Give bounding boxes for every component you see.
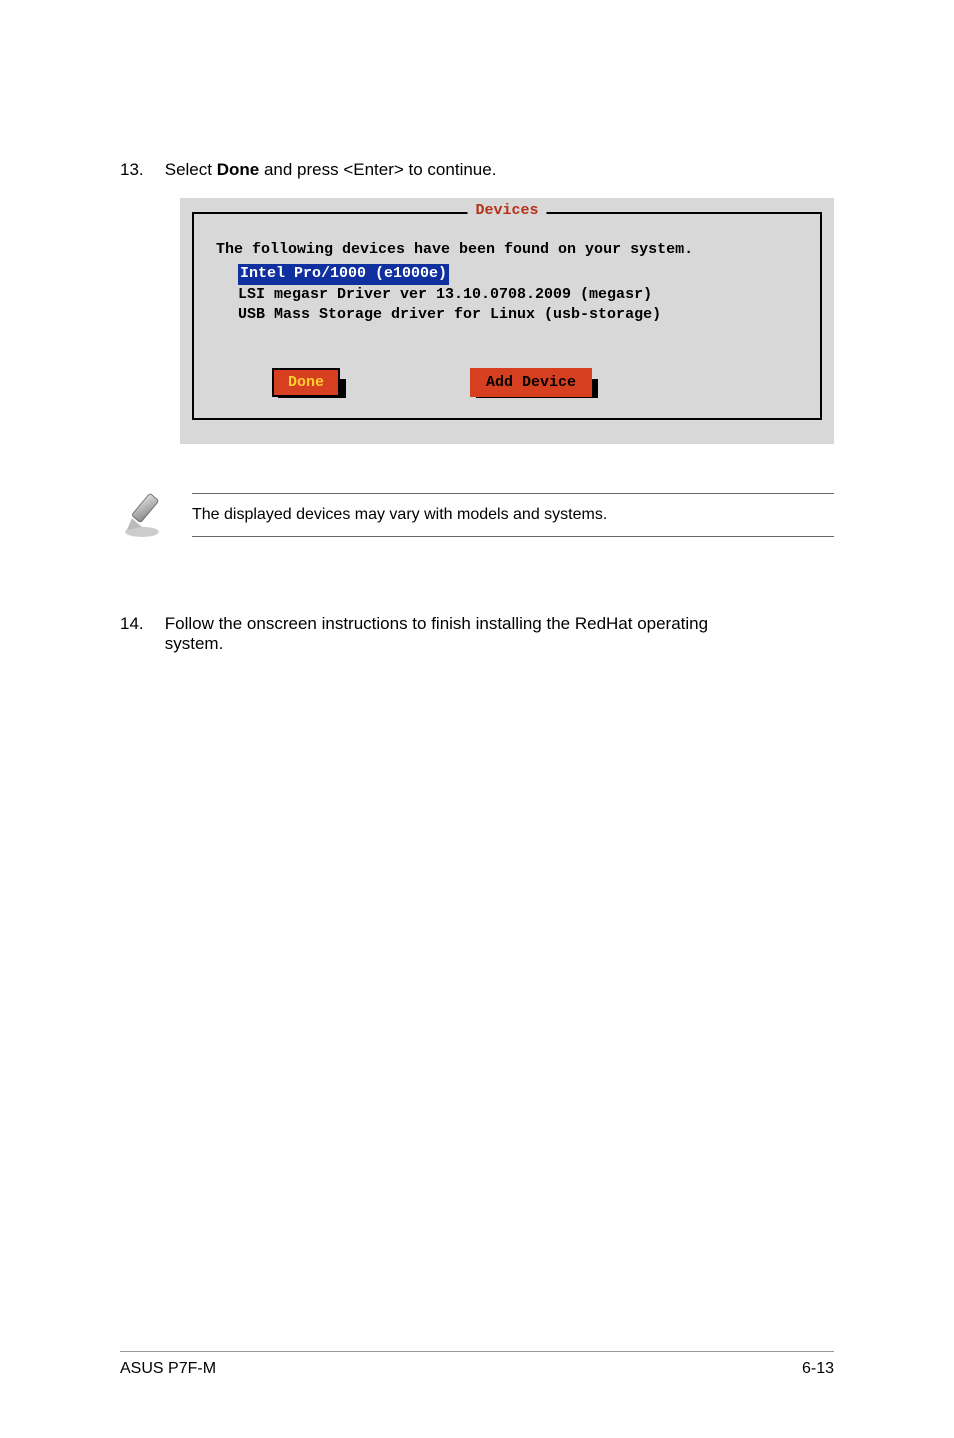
note-text-wrap: The displayed devices may vary with mode… [192, 493, 834, 537]
footer-right: 6-13 [802, 1360, 834, 1378]
pencil-icon [120, 488, 174, 542]
device-row-selected[interactable]: Intel Pro/1000 (e1000e) [238, 264, 449, 284]
devices-frame: Devices The following devices have been … [192, 212, 822, 420]
step-13: 13. Select Done and press <Enter> to con… [120, 160, 834, 180]
step-14-line1: Follow the onscreen instructions to fini… [165, 614, 708, 633]
devices-dialog-wrapper: Devices The following devices have been … [180, 198, 834, 444]
note-callout: The displayed devices may vary with mode… [120, 488, 834, 542]
devices-list: Intel Pro/1000 (e1000e) LSI megasr Drive… [238, 264, 798, 325]
devices-intro: The following devices have been found on… [216, 240, 798, 260]
step-14-line2: system. [165, 634, 224, 653]
step-14: 14. Follow the onscreen instructions to … [120, 614, 834, 654]
step-14-spacer [120, 634, 160, 654]
devices-frame-title: Devices [467, 202, 546, 219]
note-text: The displayed devices may vary with mode… [192, 494, 834, 536]
step-14-number: 14. [120, 614, 160, 634]
done-button[interactable]: Done [272, 373, 340, 392]
step-13-pre: Select [165, 160, 217, 179]
done-button-label: Done [272, 368, 340, 397]
step-13-bold: Done [217, 160, 260, 179]
dialog-button-row: Done Add Device [272, 373, 798, 392]
step-13-number: 13. [120, 160, 160, 180]
note-rule-bottom [192, 536, 834, 537]
add-device-button[interactable]: Add Device [470, 373, 592, 392]
footer-left: ASUS P7F-M [120, 1360, 216, 1378]
add-device-button-label: Add Device [470, 368, 592, 397]
device-row-3[interactable]: USB Mass Storage driver for Linux (usb-s… [238, 306, 661, 323]
device-row-2[interactable]: LSI megasr Driver ver 13.10.0708.2009 (m… [238, 286, 652, 303]
step-13-post: and press <Enter> to continue. [259, 160, 496, 179]
devices-dialog: Devices The following devices have been … [180, 198, 834, 444]
page-footer: ASUS P7F-M 6-13 [120, 1351, 834, 1378]
